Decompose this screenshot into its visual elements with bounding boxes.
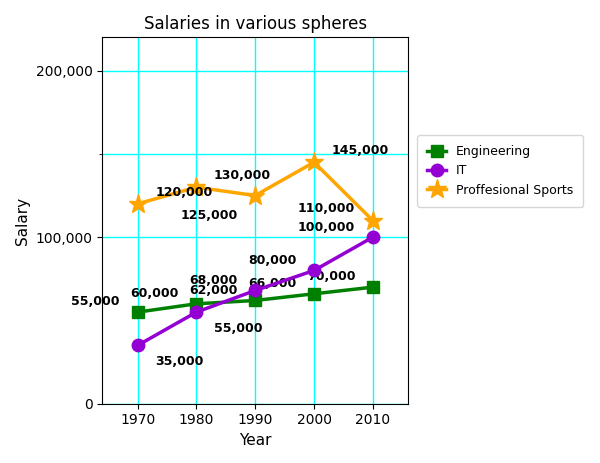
Engineering [134, 309, 141, 315]
Y-axis label: Salary: Salary [15, 196, 30, 244]
Text: 70,000: 70,000 [307, 270, 355, 283]
Text: 130,000: 130,000 [214, 169, 271, 182]
IT [251, 288, 259, 293]
IT [369, 234, 376, 240]
Proffesional Sports [369, 218, 376, 223]
Line: Engineering: Engineering [132, 282, 379, 318]
Text: 62,000: 62,000 [189, 284, 238, 297]
Proffesional Sports [310, 159, 317, 165]
Proffesional Sports [193, 184, 200, 190]
Text: 125,000: 125,000 [180, 209, 238, 222]
IT [134, 343, 141, 348]
IT [310, 268, 317, 273]
Text: 145,000: 145,000 [332, 144, 389, 157]
Legend: Engineering, IT, Proffesional Sports: Engineering, IT, Proffesional Sports [418, 135, 583, 206]
Text: 55,000: 55,000 [71, 295, 120, 308]
Text: 68,000: 68,000 [189, 274, 238, 287]
Text: 100,000: 100,000 [298, 220, 355, 233]
Text: 120,000: 120,000 [155, 186, 212, 199]
IT [193, 309, 200, 315]
Engineering [310, 291, 317, 297]
Text: 55,000: 55,000 [214, 322, 263, 335]
Text: 60,000: 60,000 [130, 287, 179, 300]
Engineering [193, 301, 200, 307]
Line: IT: IT [131, 231, 379, 352]
Line: Proffesional Sports: Proffesional Sports [128, 152, 383, 230]
Title: Salaries in various spheres: Salaries in various spheres [143, 15, 367, 33]
Text: 35,000: 35,000 [155, 356, 203, 369]
Text: 66,000: 66,000 [248, 277, 296, 290]
Text: 110,000: 110,000 [298, 202, 355, 215]
Proffesional Sports [134, 201, 141, 206]
Text: 80,000: 80,000 [248, 254, 296, 267]
Engineering [251, 298, 259, 303]
X-axis label: Year: Year [239, 433, 271, 448]
Proffesional Sports [251, 193, 259, 198]
Engineering [369, 284, 376, 290]
